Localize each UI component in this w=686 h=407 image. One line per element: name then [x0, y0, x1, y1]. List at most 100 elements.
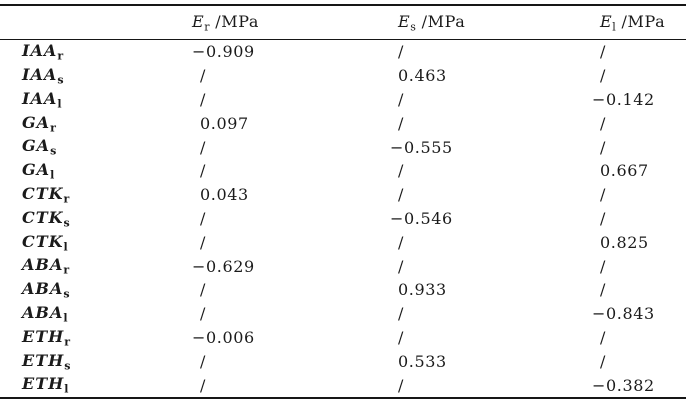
cell-es: / — [390, 328, 588, 347]
row-label-subscript: s — [64, 359, 71, 372]
cell-er: / — [190, 233, 390, 252]
header-unit: /MPa — [415, 11, 466, 31]
cell-es: / — [390, 161, 588, 180]
cell-value: / — [398, 232, 404, 252]
cell-es: / — [390, 90, 588, 109]
row-label: CTKs — [0, 208, 190, 230]
cell-value: / — [600, 185, 606, 205]
column-header-er: Er /MPa — [190, 12, 390, 34]
cell-es: / — [390, 304, 588, 323]
table-row: GAr 0.097 / / — [0, 111, 686, 135]
cell-value: / — [200, 351, 206, 371]
cell-value: −0.546 — [390, 208, 453, 228]
cell-value: −0.843 — [592, 304, 655, 324]
table-row: IAAl / / −0.142 — [0, 88, 686, 112]
cell-value: 0.533 — [398, 351, 447, 371]
cell-es: / — [390, 257, 588, 276]
table-row: ABAs / 0.933 / — [0, 278, 686, 302]
cell-el: / — [588, 257, 686, 276]
column-header-el: El /MPa — [588, 12, 686, 34]
cell-el: / — [588, 114, 686, 133]
table-rule-header — [0, 38, 686, 40]
cell-value: −0.006 — [192, 327, 255, 347]
cell-el: / — [588, 352, 686, 371]
cell-el: / — [588, 66, 686, 85]
cell-value: / — [600, 280, 606, 300]
cell-value: −0.629 — [192, 256, 255, 276]
row-label-base: GA — [22, 160, 51, 180]
cell-value: / — [398, 185, 404, 205]
header-unit: /MPa — [209, 11, 259, 31]
cell-es: −0.546 — [390, 209, 588, 228]
cell-er: 0.043 — [190, 185, 390, 204]
row-label-subscript: r — [63, 192, 70, 206]
cell-el: −0.382 — [588, 376, 686, 395]
row-label-subscript: l — [63, 240, 68, 254]
cell-value: / — [200, 137, 206, 157]
table-header-row: Er /MPa Es /MPa El /MPa — [0, 6, 686, 39]
cell-value: / — [200, 161, 206, 181]
cell-value: / — [200, 375, 206, 395]
cell-value: / — [200, 66, 206, 86]
cell-er: −0.629 — [190, 257, 390, 276]
row-label: ETHr — [0, 327, 190, 349]
cell-value: −0.555 — [390, 137, 453, 157]
row-label-base: GA — [22, 136, 51, 156]
table-body: IAAr −0.909 / / IAAs / 0.463 / IAAl / / … — [0, 40, 686, 397]
row-label-base: ABA — [22, 302, 64, 322]
cell-value: / — [398, 113, 404, 133]
cell-er: / — [190, 138, 390, 157]
cell-value: / — [398, 375, 404, 395]
cell-value: −0.382 — [592, 375, 655, 395]
cell-es: / — [390, 376, 588, 395]
row-label-subscript: s — [50, 144, 57, 158]
row-label: ETHl — [0, 374, 190, 396]
cell-es: / — [390, 42, 588, 61]
row-label-base: CTK — [22, 207, 64, 227]
cell-el: 0.825 — [588, 233, 686, 252]
cell-value: 0.043 — [200, 185, 249, 205]
row-label: ETHs — [0, 351, 190, 373]
cell-el: −0.142 — [588, 90, 686, 109]
row-label-subscript: l — [63, 311, 68, 325]
cell-er: −0.909 — [190, 42, 390, 61]
cell-es: −0.555 — [390, 138, 588, 157]
cell-value: 0.825 — [600, 232, 649, 252]
table-rule-bottom — [0, 396, 686, 399]
cell-value: / — [600, 113, 606, 133]
cell-value: / — [600, 137, 606, 157]
cell-value: −0.142 — [592, 89, 655, 109]
row-label-base: ETH — [22, 374, 65, 394]
column-header-es: Es /MPa — [390, 12, 588, 34]
cell-value: / — [398, 42, 404, 62]
row-label-subscript: s — [63, 216, 70, 230]
row-label: ABAr — [0, 255, 190, 277]
row-label-subscript: r — [64, 335, 71, 349]
cell-value: / — [600, 256, 606, 276]
table-row: ABAr −0.629 / / — [0, 254, 686, 278]
cell-es: / — [390, 233, 588, 252]
cell-value: 0.667 — [600, 161, 649, 181]
row-label-subscript: l — [57, 97, 62, 111]
cell-value: / — [600, 208, 606, 228]
row-label-subscript: s — [63, 287, 70, 301]
header-unit: /MPa — [615, 11, 666, 31]
cell-el: / — [588, 209, 686, 228]
cell-value: / — [200, 304, 206, 324]
cell-el: 0.667 — [588, 161, 686, 180]
header-subscript: s — [410, 20, 416, 33]
cell-er: / — [190, 304, 390, 323]
row-label-base: ETH — [22, 326, 65, 346]
cell-value: / — [600, 66, 606, 86]
cell-er: / — [190, 376, 390, 395]
cell-value: / — [200, 280, 206, 300]
cell-es: 0.933 — [390, 280, 588, 299]
cell-value: / — [600, 351, 606, 371]
cell-el: / — [588, 328, 686, 347]
cell-value: / — [398, 256, 404, 276]
row-label-subscript: r — [63, 263, 70, 277]
row-label: IAAs — [0, 65, 190, 87]
row-label: ABAs — [0, 279, 190, 301]
header-symbol: E — [192, 11, 205, 31]
row-label-base: GA — [22, 112, 51, 132]
